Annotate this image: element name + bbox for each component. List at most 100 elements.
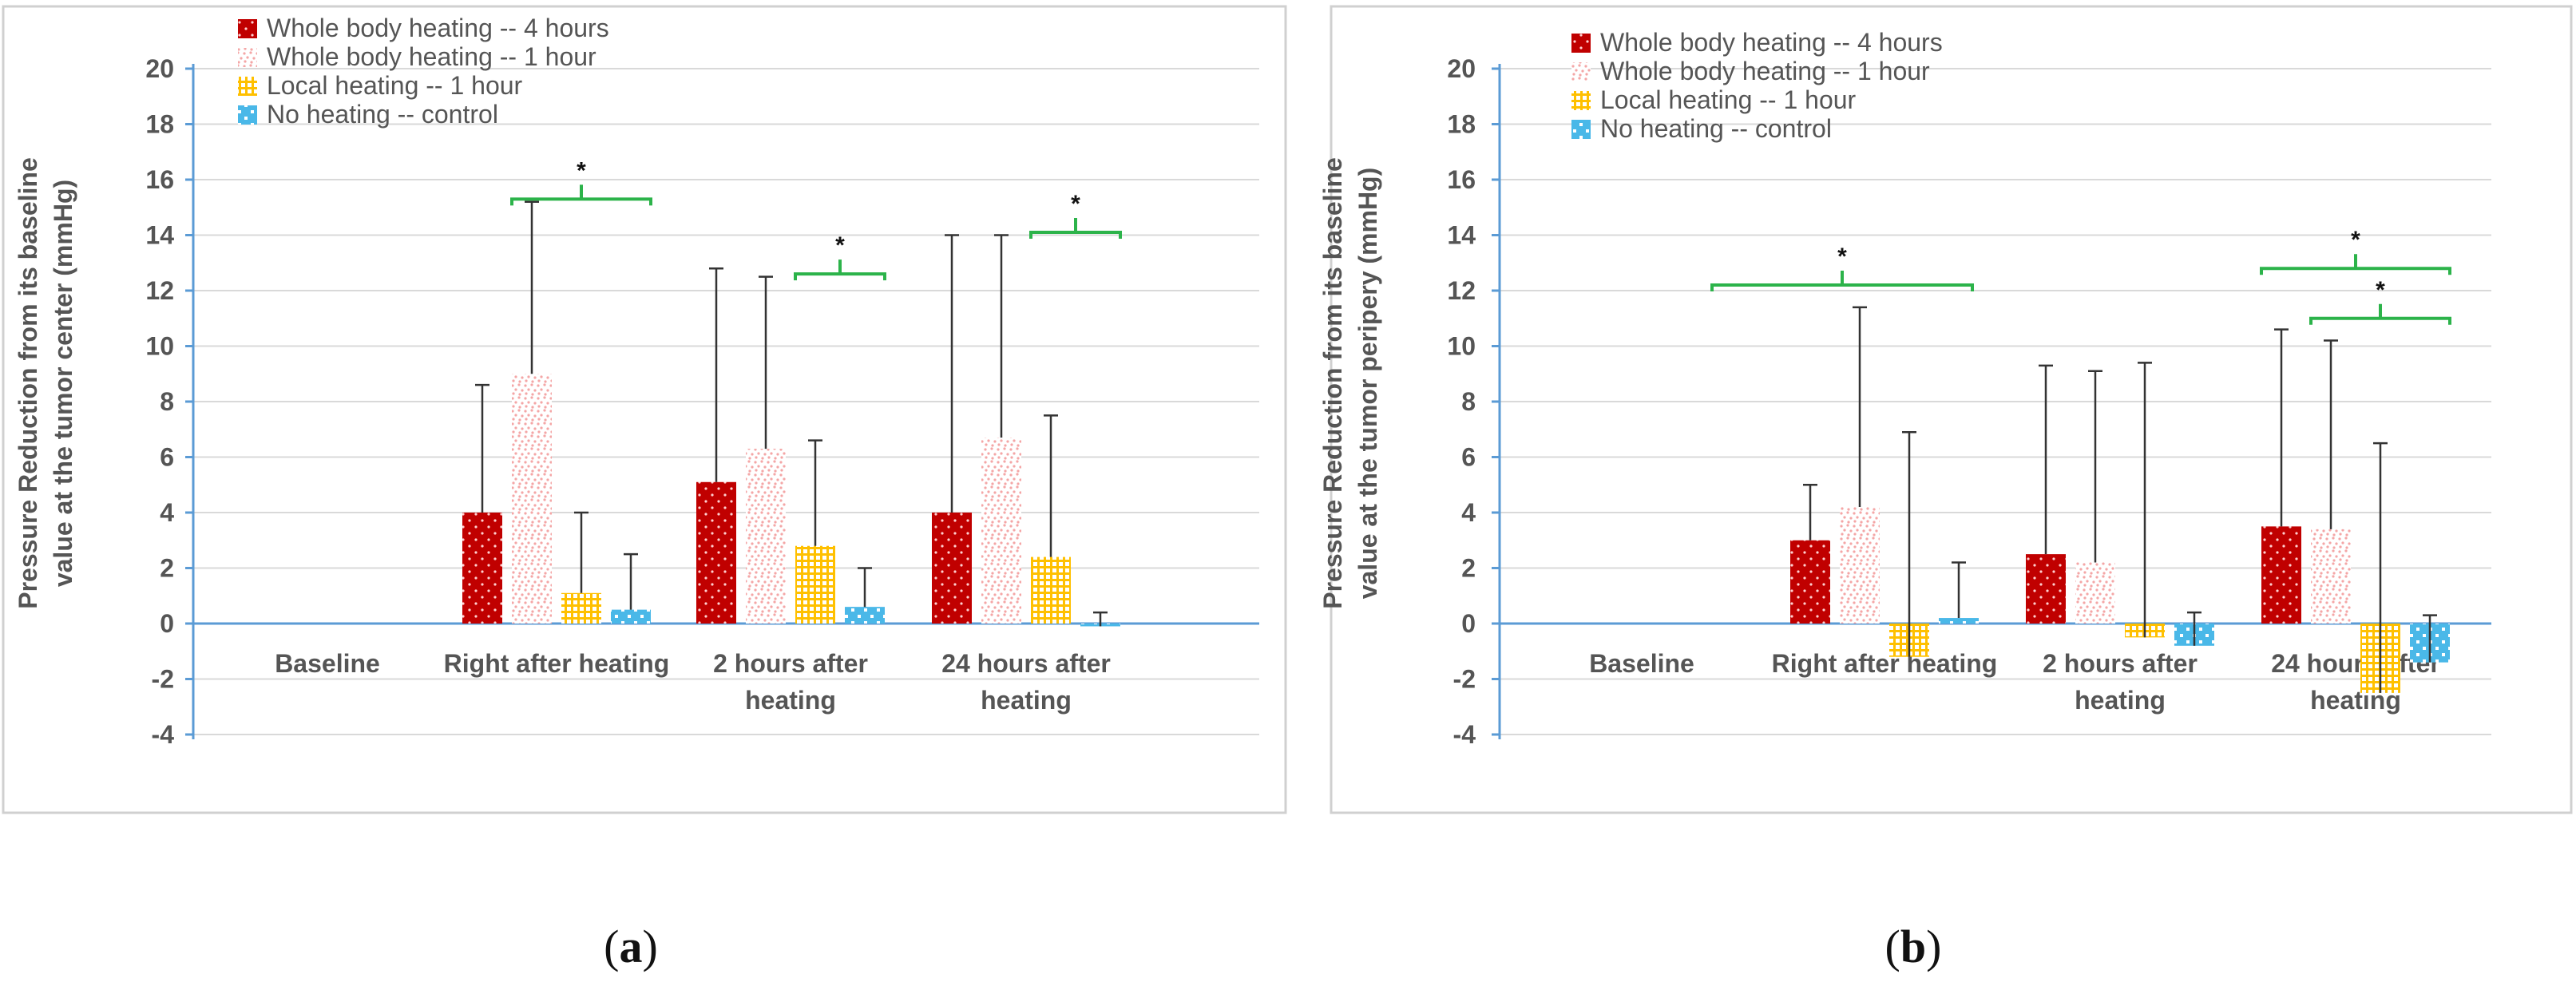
legend-swatch [1571, 62, 1591, 81]
legend-entry: No heating -- control [238, 100, 498, 129]
significance-bracket: * [1029, 191, 1122, 240]
bar [462, 513, 502, 624]
y-tick-label: 16 [145, 165, 174, 194]
y-tick-label: 0 [1461, 609, 1476, 638]
x-category-label: Baseline [1589, 649, 1694, 678]
legend-label: Whole body heating -- 4 hours [1600, 28, 1943, 57]
x-category-label: 24 hours after [941, 649, 1111, 678]
bar [932, 513, 972, 624]
y-axis-label: value at the tumor peripery (mmHg) [1353, 168, 1382, 600]
legend-label: Whole body heating -- 1 hour [1600, 57, 1930, 85]
legend-entry: No heating -- control [1571, 114, 1832, 143]
y-axis-label: Pressure Reduction from its baseline [1318, 157, 1347, 609]
legend-swatch [1571, 91, 1591, 110]
y-tick-label: -2 [152, 665, 174, 694]
legend-label: Local heating -- 1 hour [1600, 85, 1857, 114]
legend-swatch [238, 105, 257, 125]
significance-bracket: * [2260, 227, 2451, 275]
legend-swatch [1571, 34, 1591, 53]
y-tick-label: 14 [145, 221, 174, 250]
legend-entry: Whole body heating -- 4 hours [1571, 28, 1943, 57]
legend-label: No heating -- control [1600, 114, 1832, 143]
legend-swatch [238, 77, 257, 96]
y-tick-label: 10 [1447, 332, 1476, 361]
bar [2311, 529, 2351, 624]
legend-swatch [238, 19, 257, 38]
legend-swatch [1571, 120, 1591, 139]
y-tick-label: 4 [1461, 498, 1476, 527]
y-tick-label: 6 [1461, 443, 1476, 472]
legend-label: Whole body heating -- 1 hour [267, 42, 596, 71]
significance-bracket: * [794, 232, 886, 281]
bar [746, 449, 786, 624]
bar [845, 607, 885, 624]
y-tick-label: 12 [145, 276, 174, 305]
y-tick-label: 20 [1447, 54, 1476, 83]
x-category-label: heating [2075, 686, 2166, 715]
y-tick-label: 10 [145, 332, 174, 361]
significance-star: * [1837, 244, 1847, 270]
y-axis-label: Pressure Reduction from its baseline [14, 157, 42, 609]
significance-star: * [2376, 277, 2385, 303]
y-tick-label: 6 [160, 443, 174, 472]
y-tick-label: 18 [145, 110, 174, 139]
bar [1031, 556, 1071, 624]
significance-star: * [835, 232, 845, 259]
x-category-label: heating [745, 686, 836, 715]
y-tick-label: -4 [152, 720, 175, 749]
bar [1790, 540, 1830, 624]
x-category-label: Right after heating [444, 649, 670, 678]
significance-star: * [1071, 191, 1080, 217]
x-category-label: heating [981, 686, 1072, 715]
x-category-label: 2 hours after [713, 649, 868, 678]
bar [1939, 618, 1979, 624]
y-tick-label: 4 [160, 498, 174, 527]
significance-bracket: * [510, 157, 652, 206]
legend-label: Whole body heating -- 4 hours [267, 14, 609, 42]
legend-entry: Whole body heating -- 1 hour [1571, 57, 1930, 85]
y-tick-label: -4 [1453, 720, 1476, 749]
panel-b-label: (b) [1885, 921, 1942, 972]
y-tick-label: 16 [1447, 165, 1476, 194]
bar [1840, 507, 1880, 624]
significance-star: * [2351, 227, 2360, 253]
y-tick-label: 20 [145, 54, 174, 83]
significance-bracket: * [2309, 277, 2451, 325]
legend-entry: Local heating -- 1 hour [238, 71, 523, 100]
significance-bracket: * [1710, 244, 1974, 292]
y-tick-label: 12 [1447, 276, 1476, 305]
y-tick-label: 14 [1447, 221, 1476, 250]
legend-label: Local heating -- 1 hour [267, 71, 523, 100]
significance-star: * [577, 157, 586, 184]
bar [981, 438, 1021, 624]
legend-label: No heating -- control [267, 100, 498, 129]
bar [2026, 554, 2066, 624]
x-category-label: Right after heating [1772, 649, 1998, 678]
bar [2261, 526, 2301, 624]
y-tick-label: 8 [160, 387, 174, 416]
y-tick-label: -2 [1453, 665, 1476, 694]
bar [2075, 562, 2115, 624]
panel-a-label: (a) [604, 921, 658, 972]
bar [611, 609, 651, 624]
x-category-label: Baseline [275, 649, 380, 678]
panel-b-border [1330, 5, 2573, 814]
legend-entry: Whole body heating -- 1 hour [238, 42, 596, 71]
legend-swatch [238, 48, 257, 67]
legend-entry: Local heating -- 1 hour [1571, 85, 1857, 114]
x-category-label: 2 hours after [2043, 649, 2198, 678]
y-tick-label: 0 [160, 609, 174, 638]
bar [512, 374, 552, 624]
panel-a-border [2, 5, 1287, 814]
bar [561, 592, 601, 624]
y-tick-label: 18 [1447, 110, 1476, 139]
y-tick-label: 2 [1461, 554, 1476, 583]
y-tick-label: 2 [160, 554, 174, 583]
bar [795, 545, 835, 624]
legend-entry: Whole body heating -- 4 hours [238, 14, 609, 42]
y-tick-label: 8 [1461, 387, 1476, 416]
bar [696, 481, 736, 624]
